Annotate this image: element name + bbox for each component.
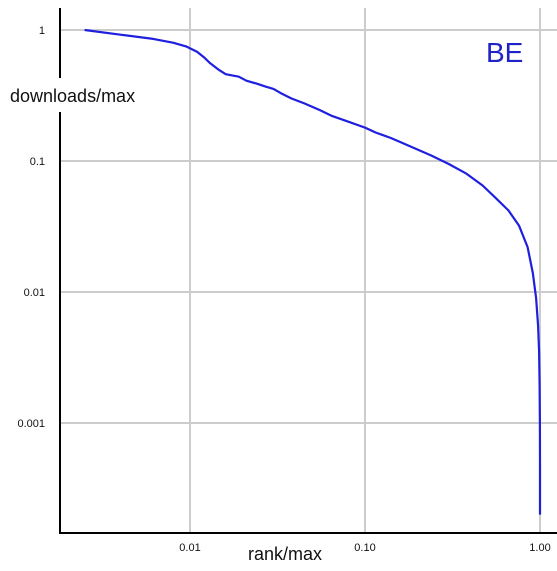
y-tick-label: 1 xyxy=(39,25,45,37)
series-lines xyxy=(84,28,542,515)
tick-labels: 0.01 0.10 1.00 1 0.1 0.01 0.001 xyxy=(17,25,550,554)
y-axis-label: downloads/max xyxy=(10,86,135,106)
y-tick-label: 0.01 xyxy=(24,287,45,299)
x-tick-label: 1.00 xyxy=(529,542,550,554)
y-tick-label: 0.001 xyxy=(17,418,45,430)
x-tick-label: 0.01 xyxy=(179,542,200,554)
x-tick-label: 0.10 xyxy=(354,542,375,554)
x-axis-label: rank/max xyxy=(248,544,322,564)
series-line xyxy=(84,28,542,515)
y-tick-label: 0.1 xyxy=(30,156,45,168)
chart-title: BE xyxy=(486,37,523,68)
ylabel-backdrop xyxy=(8,78,168,112)
grid xyxy=(60,8,557,533)
